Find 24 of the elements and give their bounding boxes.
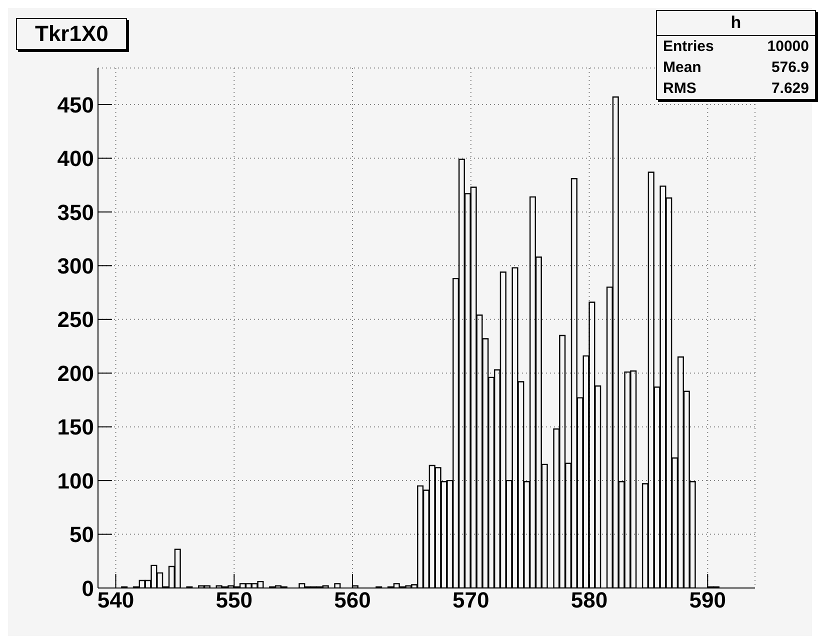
x-tick-label: 590	[689, 588, 726, 613]
annotation: RMS	[663, 80, 696, 97]
annotation: Mean	[663, 59, 702, 76]
y-tick-label: 350	[57, 200, 94, 225]
y-tick-label: 250	[57, 307, 94, 332]
text: h	[657, 11, 815, 36]
x-tick-label: 540	[97, 588, 134, 613]
y-tick-label: 200	[57, 360, 94, 386]
y-tick-label: 450	[57, 92, 94, 118]
text: Entries	[663, 38, 714, 55]
y-tick-label: 0	[82, 576, 94, 601]
text: 576.9	[771, 59, 809, 76]
y-tick-label: 300	[57, 253, 94, 278]
text: 7.629	[771, 80, 809, 97]
chart-title: Tkr1X0	[16, 18, 128, 50]
y-tick-label: 100	[57, 468, 94, 494]
y-tick-label: 50	[70, 522, 94, 548]
y-tick-label: 150	[57, 414, 94, 440]
text: 10000	[767, 38, 809, 55]
y-tick-label: 400	[57, 146, 94, 172]
x-tick-label: 560	[334, 588, 371, 613]
x-tick-label: 580	[570, 588, 608, 613]
x-tick-label: 570	[452, 588, 490, 613]
x-tick-label: 550	[216, 588, 252, 613]
